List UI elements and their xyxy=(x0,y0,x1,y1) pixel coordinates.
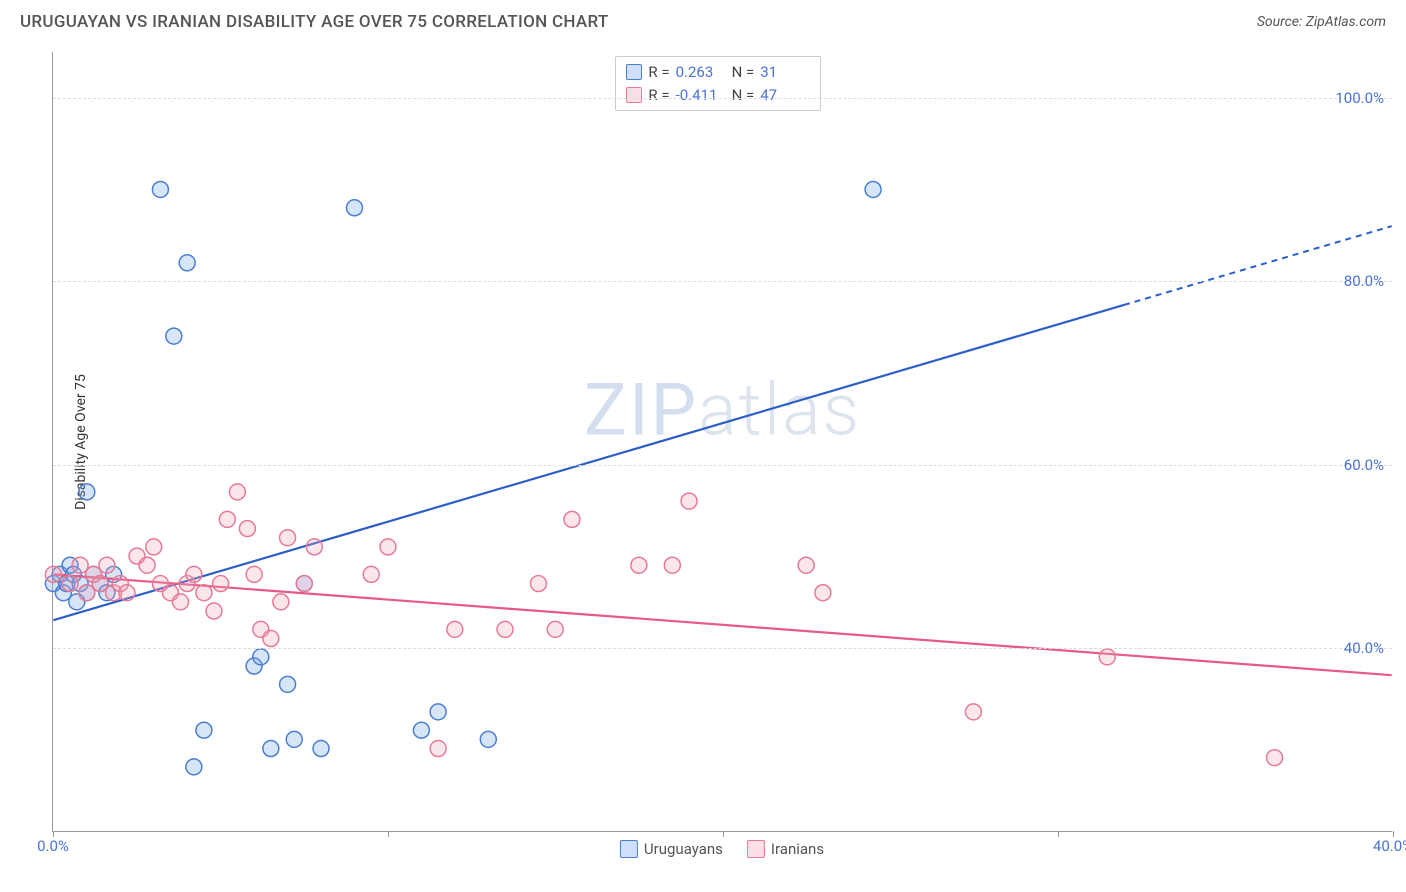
point-iranians xyxy=(296,576,312,592)
legend-item-iranians: Iranians xyxy=(747,840,824,858)
point-iranians xyxy=(246,566,262,582)
point-uruguayans xyxy=(346,200,362,216)
stat-n-value: 47 xyxy=(760,84,810,107)
point-iranians xyxy=(798,557,814,573)
point-uruguayans xyxy=(186,759,202,775)
point-iranians xyxy=(530,576,546,592)
x-tick-label: 40.0% xyxy=(1373,837,1406,855)
point-iranians xyxy=(1099,649,1115,665)
point-iranians xyxy=(62,576,78,592)
point-iranians xyxy=(173,594,189,610)
point-iranians xyxy=(263,631,279,647)
point-uruguayans xyxy=(313,741,329,757)
point-iranians xyxy=(206,603,222,619)
point-iranians xyxy=(564,511,580,527)
legend-bottom: Uruguayans Iranians xyxy=(620,840,824,858)
point-iranians xyxy=(363,566,379,582)
stat-r-value: -0.411 xyxy=(676,84,726,107)
point-uruguayans xyxy=(179,255,195,271)
gridline-h xyxy=(53,98,1392,99)
point-iranians xyxy=(239,521,255,537)
point-iranians xyxy=(497,621,513,637)
point-uruguayans xyxy=(166,328,182,344)
swatch-iranians xyxy=(747,840,765,858)
point-iranians xyxy=(119,585,135,601)
gridline-h xyxy=(53,281,1392,282)
stats-legend-box: R = 0.263 N =31 R = -0.411 N =47 xyxy=(615,56,821,111)
gridline-h xyxy=(53,648,1392,649)
point-iranians xyxy=(430,741,446,757)
point-uruguayans xyxy=(413,722,429,738)
y-tick-label: 60.0% xyxy=(1344,456,1384,474)
point-iranians xyxy=(547,621,563,637)
legend-item-uruguayans: Uruguayans xyxy=(620,840,723,858)
point-uruguayans xyxy=(430,704,446,720)
point-uruguayans xyxy=(865,181,881,197)
point-iranians xyxy=(219,511,235,527)
point-uruguayans xyxy=(263,741,279,757)
point-uruguayans xyxy=(196,722,212,738)
point-uruguayans xyxy=(253,649,269,665)
trendline-uruguayans-dashed xyxy=(1124,226,1392,305)
point-uruguayans xyxy=(152,181,168,197)
stats-row-uruguayans: R = 0.263 N =31 xyxy=(626,61,810,84)
stat-n-label: N = xyxy=(732,84,755,107)
stat-n-label: N = xyxy=(732,61,755,84)
x-tick xyxy=(723,831,724,837)
swatch-uruguayans xyxy=(620,840,638,858)
x-tick xyxy=(388,831,389,837)
trendline-uruguayans xyxy=(53,305,1124,620)
source-label: Source: ZipAtlas.com xyxy=(1257,14,1386,30)
stat-n-value: 31 xyxy=(760,61,810,84)
point-iranians xyxy=(447,621,463,637)
point-iranians xyxy=(139,557,155,573)
point-iranians xyxy=(196,585,212,601)
point-uruguayans xyxy=(286,731,302,747)
swatch-iranians xyxy=(626,87,642,103)
legend-label: Iranians xyxy=(771,840,824,858)
chart-title: URUGUAYAN VS IRANIAN DISABILITY AGE OVER… xyxy=(20,12,609,32)
point-uruguayans xyxy=(480,731,496,747)
point-iranians xyxy=(1267,750,1283,766)
axes: Disability Age Over 75 ZIPatlas R =0.263… xyxy=(52,52,1392,832)
point-iranians xyxy=(280,530,296,546)
point-iranians xyxy=(146,539,162,555)
point-iranians xyxy=(664,557,680,573)
point-uruguayans xyxy=(280,676,296,692)
point-iranians xyxy=(815,585,831,601)
point-iranians xyxy=(213,576,229,592)
stats-row-iranians: R = -0.411 N =47 xyxy=(626,84,810,107)
point-uruguayans xyxy=(79,484,95,500)
stat-r-label: R = xyxy=(648,61,669,84)
gridline-h xyxy=(53,465,1392,466)
point-iranians xyxy=(229,484,245,500)
x-tick-label: 0.0% xyxy=(37,837,69,855)
scatter-svg xyxy=(53,52,1392,831)
y-tick-label: 100.0% xyxy=(1335,89,1384,107)
point-iranians xyxy=(273,594,289,610)
swatch-uruguayans xyxy=(626,64,642,80)
point-iranians xyxy=(380,539,396,555)
stat-r-label: R = xyxy=(648,84,669,107)
point-iranians xyxy=(631,557,647,573)
title-bar: URUGUAYAN VS IRANIAN DISABILITY AGE OVER… xyxy=(0,0,1406,38)
point-iranians xyxy=(186,566,202,582)
point-iranians xyxy=(681,493,697,509)
point-iranians xyxy=(99,557,115,573)
point-iranians xyxy=(965,704,981,720)
y-tick-label: 40.0% xyxy=(1344,639,1384,657)
stat-r-value: 0.263 xyxy=(676,61,726,84)
plot-area: Disability Age Over 75 ZIPatlas R =0.263… xyxy=(52,52,1392,832)
point-iranians xyxy=(45,566,61,582)
point-iranians xyxy=(306,539,322,555)
x-tick xyxy=(1058,831,1059,837)
legend-label: Uruguayans xyxy=(644,840,723,858)
y-tick-label: 80.0% xyxy=(1344,272,1384,290)
